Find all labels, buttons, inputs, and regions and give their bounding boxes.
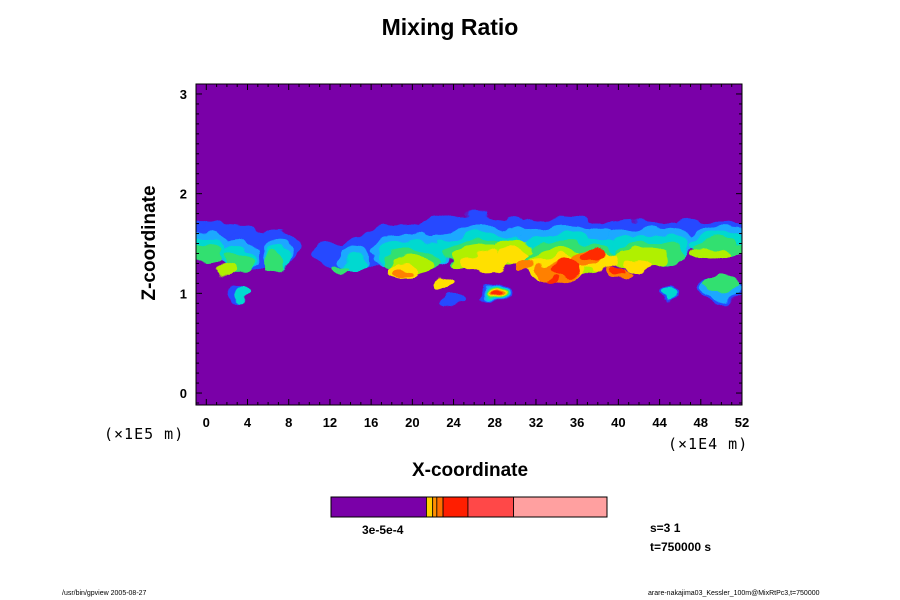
field-contour-blob: [234, 286, 251, 301]
colorbar-swatch: [513, 496, 608, 518]
field-contour-blob: [441, 296, 466, 305]
x-tick-label: 16: [364, 415, 378, 430]
field-contour-blob: [612, 267, 625, 276]
colorbar-swatch: [426, 496, 434, 518]
footer-right: arare-nakajima03_Kessler_100m@MixRtPc3,t…: [648, 590, 820, 597]
footer-left: /usr/bin/gpview 2005-08-27: [62, 590, 147, 597]
field-contour-blob: [551, 260, 583, 277]
colorbar-swatch: [432, 496, 438, 518]
colorbar-swatch: [442, 496, 469, 518]
field-contour-blob: [488, 290, 501, 297]
field-contour-blob: [196, 244, 222, 263]
y-tick-label: 1: [180, 286, 187, 301]
field-contour-blob: [262, 253, 284, 274]
mixing-ratio-field: [196, 213, 742, 305]
x-scale-note: (×1E4 m): [668, 435, 748, 453]
x-tick-label: 8: [285, 415, 292, 430]
colorbar-swatch: [436, 496, 444, 518]
field-contour-blob: [311, 243, 349, 268]
field-contour-blob: [216, 262, 238, 275]
field-contour-blob: [392, 268, 412, 279]
axis-ticks: [195, 84, 743, 405]
y-scale-note: (×1E5 m): [104, 425, 184, 443]
field-contour-blob: [580, 248, 605, 263]
x-tick-labels: 0 4 8 12 16 20 24 28 32 36 40 44 48 52: [203, 415, 750, 430]
colorbar: [330, 496, 608, 518]
y-axis-label: Z-coordinate: [139, 185, 160, 301]
colorbar-swatch: [330, 496, 427, 518]
field-contour-blob: [343, 253, 369, 274]
x-tick-label: 24: [446, 415, 461, 430]
field-contour-blob: [546, 273, 557, 284]
x-tick-label: 28: [488, 415, 502, 430]
x-tick-label: 52: [735, 415, 749, 430]
x-axis-label: X-coordinate: [411, 460, 529, 481]
time-info-label: t=750000 s: [650, 540, 712, 554]
x-tick-label: 40: [611, 415, 625, 430]
x-tick-label: 12: [323, 415, 337, 430]
field-contour-blob: [331, 263, 349, 274]
x-tick-label: 36: [570, 415, 584, 430]
colorbar-swatch: [467, 496, 515, 518]
y-tick-label: 2: [180, 187, 187, 202]
field-contour-blob: [690, 246, 732, 261]
y-tick-label: 3: [180, 87, 187, 102]
plot-frame: [195, 83, 743, 406]
x-tick-label: 32: [529, 415, 543, 430]
field-contour-blob: [661, 287, 679, 300]
y-tick-labels: 0 1 2 3: [180, 87, 187, 401]
x-tick-label: 0: [203, 415, 210, 430]
field-contour-blob: [517, 260, 534, 271]
x-tick-label: 48: [694, 415, 708, 430]
field-contour-blob: [460, 253, 509, 274]
x-tick-label: 20: [405, 415, 419, 430]
colorbar-label: 3e-5e-4: [362, 523, 404, 537]
colorbar-frame: [330, 496, 608, 518]
field-contour-blob: [499, 247, 531, 264]
x-tick-label: 4: [244, 415, 252, 430]
field-contour-blob: [702, 275, 740, 292]
x-tick-label: 44: [652, 415, 667, 430]
field-contour-blob: [623, 259, 655, 272]
chart-title: Mixing Ratio: [381, 14, 519, 40]
field-contour-blob: [435, 278, 452, 289]
y-tick-label: 0: [180, 386, 187, 401]
s-info-label: s=3 1: [650, 521, 681, 535]
